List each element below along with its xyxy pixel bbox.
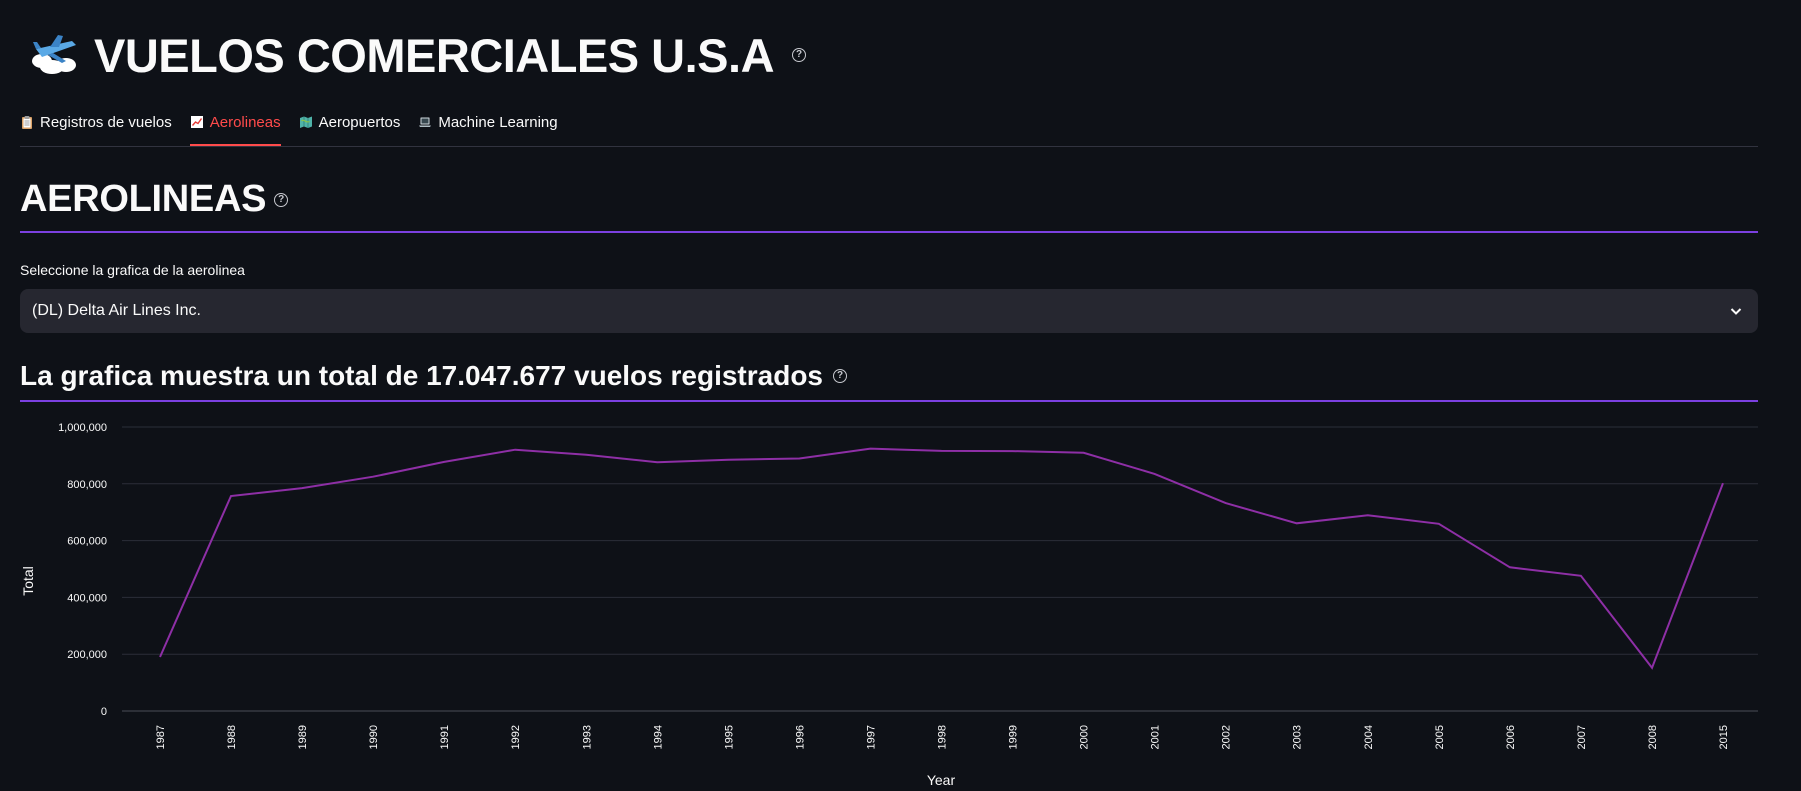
y-tick-label: 200,000 — [67, 649, 107, 661]
chevron-down-icon — [1730, 308, 1742, 315]
chart-heading: La grafica muestra un total de 17.047.67… — [20, 360, 823, 391]
chart-svg: 0 200,000 400,000 600,000 800,000 1,000,000 1… — [20, 422, 1758, 788]
x-tick-label: 1999 — [1008, 725, 1020, 749]
airplane-icon — [32, 35, 76, 74]
x-tick-label: 1997 — [865, 725, 877, 749]
x-tick-label: 2001 — [1150, 725, 1162, 749]
line-chart: 0 200,000 400,000 600,000 800,000 1,000,000 1… — [0, 410, 1801, 791]
tab-aeropuertos[interactable]: Aeropuertos — [299, 104, 401, 140]
tab-label: Aeropuertos — [318, 113, 401, 131]
x-tick-label: 2015 — [1718, 725, 1730, 749]
tab-aerolineas[interactable]: Aerolineas — [189, 104, 281, 146]
clipboard-icon — [22, 116, 32, 129]
y-tick-label: 400,000 — [67, 592, 107, 604]
x-tick-label: 2000 — [1079, 725, 1091, 749]
tab-label: Registros de vuelos — [40, 113, 172, 131]
tab-machine-learning[interactable]: Machine Learning — [418, 104, 558, 140]
x-tick-label: 2003 — [1292, 725, 1304, 749]
airline-select[interactable]: (DL) Delta Air Lines Inc. — [20, 289, 1758, 333]
x-tick-label: 1996 — [794, 725, 806, 749]
x-tick-label: 2008 — [1647, 725, 1659, 749]
x-tick-label: 2007 — [1576, 725, 1588, 749]
chart-grid — [122, 426, 1758, 712]
y-tick-label: 0 — [101, 706, 107, 718]
series-line — [159, 447, 1724, 670]
tab-bar: Registros de vuelos Aerolineas Aeropuert… — [20, 104, 1758, 147]
y-tick-label: 1,000,000 — [58, 422, 107, 434]
tab-label: Machine Learning — [438, 113, 558, 131]
x-tick-label: 1992 — [510, 725, 522, 749]
section-header: AEROLINEAS ? — [20, 178, 1758, 233]
y-tick-label: 800,000 — [67, 479, 107, 491]
chart-heading-row: La grafica muestra un total de 17.047.67… — [20, 360, 1758, 402]
x-axis-label: Year — [927, 772, 956, 788]
y-axis-ticks: 0 200,000 400,000 600,000 800,000 1,000,000 — [58, 422, 107, 718]
airline-select-label: Seleccione la grafica de la aerolinea — [20, 262, 245, 278]
x-tick-label: 2006 — [1505, 725, 1517, 749]
airline-select-value: (DL) Delta Air Lines Inc. — [32, 302, 201, 319]
x-tick-label: 2004 — [1363, 725, 1375, 749]
x-tick-label: 1989 — [297, 725, 309, 749]
y-tick-label: 600,000 — [67, 536, 107, 548]
x-tick-label: 2002 — [1221, 725, 1233, 749]
help-icon[interactable]: ? — [792, 48, 807, 62]
app-title: VUELOS COMERCIALES U.S.A — [94, 28, 775, 82]
x-tick-label: 1994 — [652, 725, 664, 749]
x-axis-ticks: 1987 1988 1989 1990 1991 1992 1993 1994 1995 1996… — [155, 725, 1730, 749]
section-title: AEROLINEAS — [20, 178, 267, 220]
x-tick-label: 1998 — [937, 725, 949, 749]
x-tick-label: 1995 — [723, 725, 735, 749]
help-icon[interactable]: ? — [833, 369, 847, 383]
x-tick-label: 1993 — [581, 725, 593, 749]
map-icon — [299, 116, 312, 128]
tab-label: Aerolineas — [209, 113, 281, 131]
tab-registros-de-vuelos[interactable]: Registros de vuelos — [20, 104, 172, 140]
x-tick-label: 1990 — [368, 725, 380, 749]
y-axis-label: Total — [20, 566, 36, 596]
x-tick-label: 1991 — [439, 725, 451, 749]
chart-up-icon — [190, 116, 203, 128]
laptop-icon — [419, 117, 432, 127]
x-tick-label: 2005 — [1434, 725, 1446, 749]
x-tick-label: 1987 — [155, 725, 167, 749]
app-header: VUELOS COMERCIALES U.S.A ? — [28, 22, 807, 88]
x-tick-label: 1988 — [226, 725, 238, 749]
help-icon[interactable]: ? — [274, 192, 289, 207]
